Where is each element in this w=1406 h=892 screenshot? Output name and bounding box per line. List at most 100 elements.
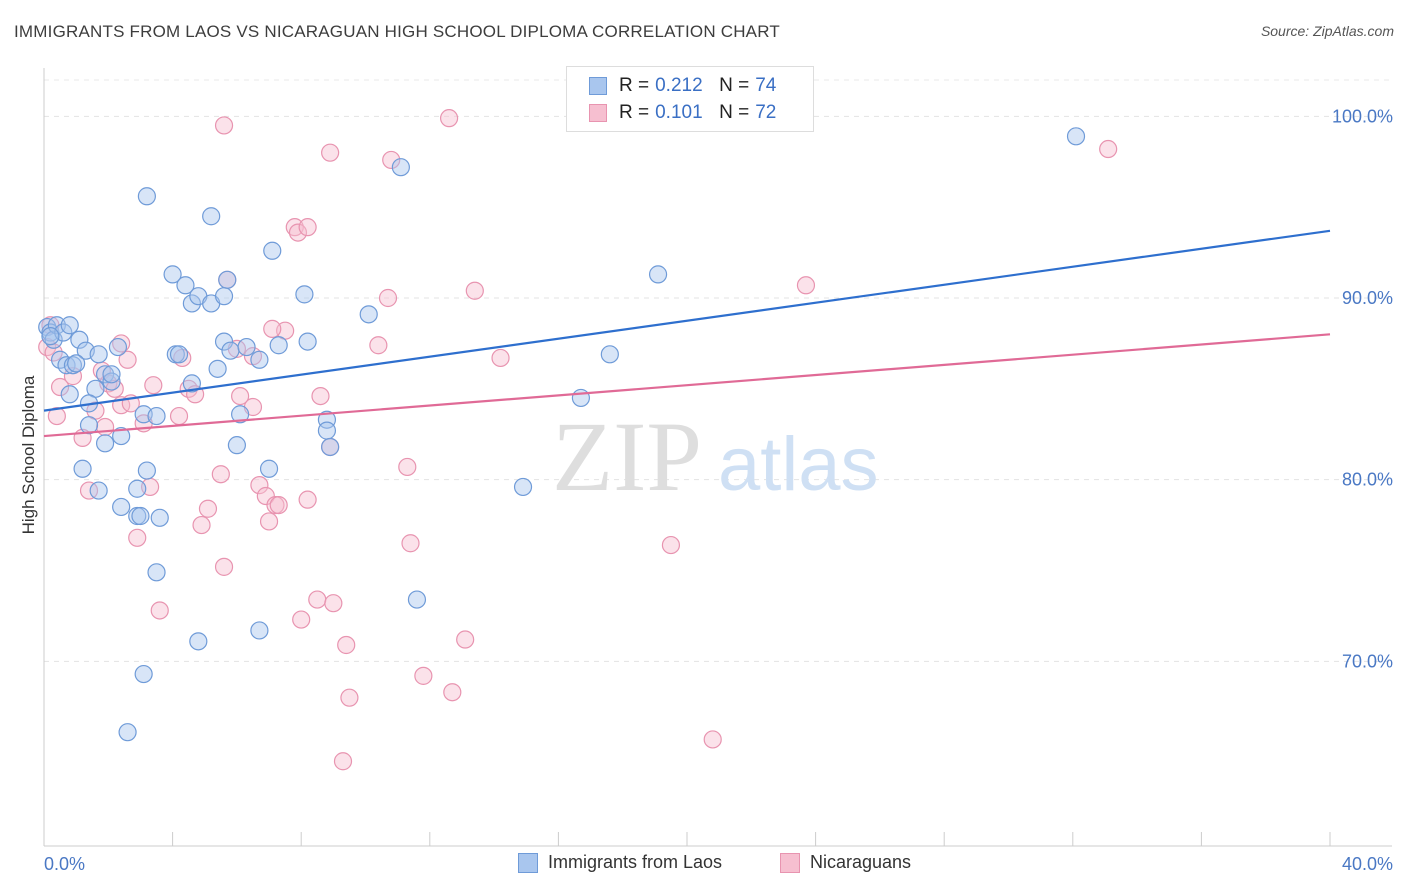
nicaraguans-point: [340, 688, 359, 707]
nicaraguans-point: [443, 683, 462, 702]
laos-r-value: 0.212: [655, 75, 703, 96]
y-tick-label: 100.0%: [1332, 106, 1393, 126]
laos-point: [137, 187, 156, 206]
nicaraguans-point: [382, 150, 401, 170]
laos-point: [295, 285, 314, 304]
laos-point: [214, 332, 234, 351]
watermark: ZIP atlas: [552, 401, 879, 512]
laos-point: [237, 337, 256, 357]
nicaraguans-point: [169, 406, 189, 426]
laos-point: [147, 563, 166, 582]
nicaraguans-point: [414, 666, 433, 685]
nicaraguans-point: [128, 528, 147, 547]
nicaraguans-point: [150, 601, 169, 620]
nicaraguans-point: [1099, 139, 1118, 159]
legend-item-nicaraguans[interactable]: Nicaraguans: [780, 852, 911, 873]
nicaraguans-point: [337, 635, 356, 655]
nicaraguans-point: [250, 476, 269, 495]
nicaraguans-point: [439, 109, 459, 128]
nic-r-label: R =: [619, 102, 650, 123]
nicaraguans-point: [214, 557, 234, 576]
nicaraguans-point: [661, 535, 681, 555]
laos-point: [102, 372, 121, 391]
laos-n-value: 74: [755, 75, 777, 96]
laos-point: [89, 481, 108, 500]
nicaraguans-point: [144, 376, 163, 395]
laos-point: [648, 265, 668, 284]
laos-point: [150, 508, 169, 527]
laos-point: [407, 590, 427, 609]
y-tick-label: 70.0%: [1342, 651, 1393, 671]
nicaraguans-point: [269, 496, 288, 515]
laos-point: [298, 332, 317, 351]
nicaraguans-point: [378, 288, 398, 308]
laos-point: [41, 327, 60, 346]
laos-point: [70, 330, 89, 349]
nic-n-label: N =: [719, 102, 750, 123]
nicaraguans-point: [256, 486, 275, 506]
series-legend: Immigrants from Laos Nicaraguans: [0, 852, 1406, 876]
nicaraguans-point: [321, 143, 340, 162]
legend-row-nicaraguans: R = 0.101 N = 72: [589, 100, 776, 126]
laos-point: [269, 336, 288, 355]
laos-point: [600, 345, 619, 364]
nicaraguans-point: [288, 223, 308, 242]
tick-labels: 70.0% 80.0% 90.0% 100.0% 0.0% 40.0%: [44, 106, 1393, 874]
laos-point: [571, 388, 591, 408]
nicaraguans-point: [118, 350, 137, 369]
laos-point: [95, 434, 115, 453]
x-tick-label: 40.0%: [1342, 854, 1393, 874]
laos-points: [38, 127, 1086, 742]
laos-point: [102, 365, 121, 384]
laos-point: [131, 506, 150, 526]
chart-title: IMMIGRANTS FROM LAOS VS NICARAGUAN HIGH …: [14, 22, 780, 41]
source-label: Source: ZipAtlas.com: [1260, 23, 1394, 39]
nicaraguans-point: [703, 730, 722, 749]
laos-point: [321, 437, 340, 457]
laos-legend-swatch: [518, 852, 538, 873]
laos-swatch: [589, 77, 607, 95]
nicaraguans-point: [398, 457, 417, 477]
laos-point: [182, 374, 201, 393]
laos-point: [176, 276, 195, 295]
nic-n-value: 72: [755, 102, 777, 123]
laos-point: [182, 294, 201, 313]
laos-r-label: R =: [619, 75, 650, 96]
watermark-atlas: atlas: [718, 422, 879, 507]
nicaraguans-point: [298, 490, 317, 509]
laos-point: [359, 305, 378, 324]
nicaraguans-swatch: [589, 104, 607, 122]
nicaraguans-point: [259, 512, 279, 531]
laos-point: [231, 405, 250, 424]
nicaraguans-point: [311, 387, 330, 406]
laos-point: [118, 723, 137, 742]
nicaraguans-point: [369, 336, 388, 355]
nicaraguans-point: [456, 630, 475, 649]
nicaraguans-point: [95, 417, 115, 437]
laos-point: [137, 461, 156, 480]
laos-point: [95, 365, 115, 384]
trend-lines: [43, 229, 1331, 438]
laos-point: [79, 416, 99, 435]
nicaraguans-point: [198, 499, 218, 518]
laos-point: [112, 426, 131, 446]
laos-point: [1066, 127, 1086, 146]
laos-point: [214, 287, 234, 306]
nicaraguans-point: [401, 534, 420, 553]
laos-point: [250, 621, 269, 640]
laos-n-label: N =: [719, 75, 750, 96]
laos-point: [108, 337, 128, 357]
nicaraguans-legend-label: Nicaraguans: [810, 852, 912, 872]
laos-legend-label: Immigrants from Laos: [548, 852, 723, 872]
y-tick-label: 90.0%: [1342, 288, 1393, 308]
nicaraguans-legend-swatch: [780, 852, 800, 873]
laos-point: [163, 265, 182, 284]
nicaraguans-point: [214, 116, 234, 135]
laos-point: [513, 477, 533, 497]
laos-point: [218, 270, 237, 289]
y-tick-label: 80.0%: [1342, 470, 1393, 490]
nicaraguans-point: [333, 752, 353, 771]
laos-point: [60, 316, 79, 335]
legend-item-laos[interactable]: Immigrants from Laos: [518, 852, 722, 873]
laos-point: [112, 497, 131, 517]
